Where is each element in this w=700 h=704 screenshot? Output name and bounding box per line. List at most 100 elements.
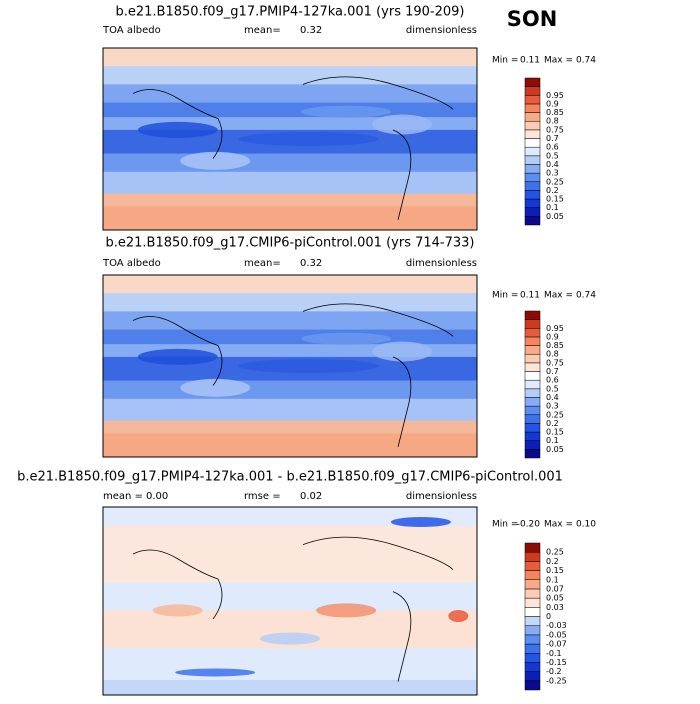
map-field [103, 679, 477, 696]
colorbar-box [524, 662, 541, 672]
map-frame [102, 274, 478, 458]
colorbar-label: 0.2 [546, 557, 559, 566]
colorbar-box [524, 146, 541, 157]
colorbar-box [524, 95, 541, 105]
colorbar-box [524, 570, 541, 580]
map-field [103, 380, 477, 400]
map-feature [137, 121, 218, 138]
colorbar-box [524, 345, 541, 355]
map-feature [238, 359, 379, 373]
colorbar-label: 0.25 [546, 548, 564, 557]
min-label: Min = [492, 520, 518, 530]
min-value: -0.20 [517, 520, 541, 530]
map-feature [301, 105, 392, 118]
map-field [103, 193, 477, 207]
colorbar-box [524, 336, 541, 346]
colorbar-label: 0.6 [546, 376, 559, 385]
colorbar-box [524, 440, 541, 450]
coastline [132, 536, 454, 682]
map-feature [175, 668, 256, 677]
colorbar-label: 0.5 [546, 384, 559, 393]
map-feature [316, 603, 377, 618]
colorbar-box [524, 431, 541, 441]
colorbar-label: 0.7 [546, 134, 559, 143]
colorbar-box [524, 579, 541, 590]
max-label: Max = [544, 56, 573, 66]
map-field [103, 84, 477, 104]
colorbar-box [524, 423, 541, 433]
map-feature [301, 332, 392, 345]
stat-value: 0.32 [300, 258, 322, 269]
colorbar-label: 0.25 [546, 177, 564, 186]
colorbar-box [524, 643, 541, 654]
max-value: 0.10 [576, 520, 596, 530]
colorbar-box [524, 319, 541, 329]
colorbar-box [524, 216, 541, 226]
colorbar-label: 0.15 [546, 195, 564, 204]
map-field [103, 293, 477, 312]
units: dimensionless [406, 491, 477, 502]
colorbar-label: 0 [546, 612, 551, 621]
colorbar-box [524, 362, 541, 372]
colorbar-label: 0.95 [546, 324, 564, 333]
colorbar-label: 0.6 [546, 143, 559, 152]
colorbar-box [524, 449, 541, 459]
colorbar-box [524, 129, 541, 139]
colorbar-label: 0.75 [546, 125, 564, 134]
colorbar-box [524, 155, 541, 165]
panel-title: b.e21.B1850.f09_g17.PMIP4-127ka.001 (yrs… [116, 5, 465, 20]
max-value: 0.74 [576, 291, 596, 301]
colorbar-box [524, 328, 541, 338]
colorbar-label: 0.8 [546, 117, 559, 126]
colorbar-box [524, 634, 541, 645]
colorbar-label: 0.75 [546, 358, 564, 367]
colorbar-label: 0.3 [546, 169, 559, 178]
colorbar-label: 0.25 [546, 410, 564, 419]
colorbar-box [524, 597, 541, 608]
map-field [103, 153, 477, 173]
map-field [103, 48, 477, 67]
colorbar-label: 0.7 [546, 367, 559, 376]
colorbar-box [524, 397, 541, 407]
colorbar-box [524, 198, 541, 208]
colorbar-box [524, 680, 541, 691]
colorbar-label: 0.03 [546, 603, 564, 612]
max-label: Max = [544, 520, 573, 530]
max-label: Max = [544, 291, 573, 301]
colorbar-label: 0.1 [546, 203, 559, 212]
colorbar-label: -0.07 [546, 640, 567, 649]
colorbar-box [524, 653, 541, 663]
colorbar-label: 0.85 [546, 108, 564, 117]
map-frame [102, 47, 478, 231]
coastline [132, 303, 454, 447]
stat-label: rmse = [244, 491, 281, 502]
field-label: mean = [103, 491, 143, 502]
colorbar-label: 0.05 [546, 594, 564, 603]
colorbar-box [524, 181, 541, 191]
stat-value: 0.32 [300, 25, 322, 36]
colorbar-label: 0.07 [546, 584, 564, 593]
map-feature [137, 348, 218, 365]
colorbar-box [524, 164, 541, 174]
colorbar-box [524, 388, 541, 398]
colorbar-box [524, 86, 541, 96]
colorbar-box [524, 405, 541, 416]
stat-label: mean= [244, 258, 281, 269]
colorbar-box [524, 561, 541, 571]
colorbar-label: 0.1 [546, 575, 559, 584]
mean-value: 0.00 [146, 491, 168, 502]
map-field [103, 507, 477, 527]
panel-title: b.e21.B1850.f09_g17.CMIP6-piControl.001 … [105, 236, 474, 251]
colorbar-label: 0.05 [546, 212, 564, 221]
colorbar-box [524, 190, 541, 200]
colorbar-label: -0.1 [546, 649, 562, 658]
colorbar-box [524, 371, 541, 381]
colorbar-label: -0.05 [546, 630, 567, 639]
min-label: Min = [492, 291, 518, 301]
season: SON [507, 7, 558, 31]
map-field [103, 311, 477, 331]
colorbar-box [524, 120, 541, 131]
panel-title: b.e21.B1850.f09_g17.PMIP4-127ka.001 - b.… [17, 470, 563, 485]
